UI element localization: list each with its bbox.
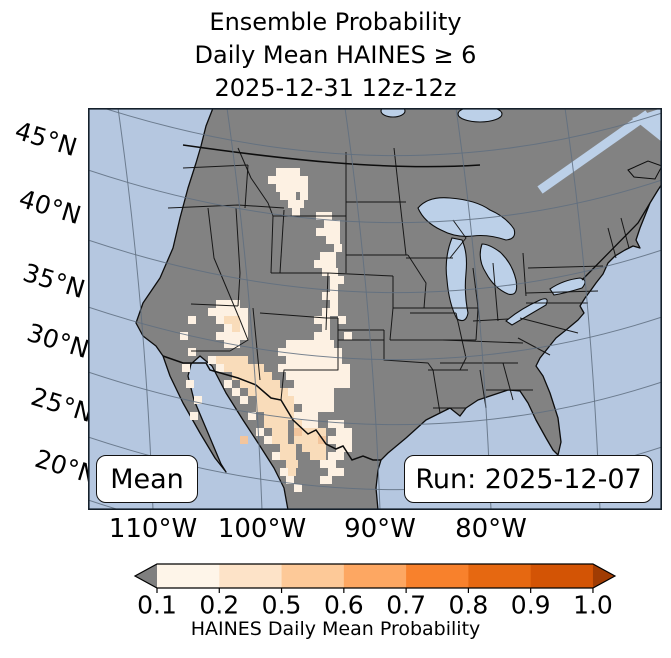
canadian-lake2-icon [380, 108, 406, 118]
lake-michigan-icon [445, 237, 469, 322]
mean-annotation-box: Mean [96, 455, 198, 503]
lake-erie-icon [505, 298, 548, 326]
colorbar-tick-0.6: 0.6 [323, 590, 364, 620]
us-probability-map [88, 108, 662, 510]
lat-tick-45°N: 45°N [11, 115, 81, 163]
lat-tick-40°N: 40°N [15, 183, 85, 231]
st-lawrence-region [537, 108, 662, 194]
colorbar [133, 563, 617, 593]
lon-tick-80°W: 80°W [455, 514, 527, 544]
colorbar-tick-0.2: 0.2 [199, 590, 240, 620]
lon-tick-110°W: 110°W [108, 514, 198, 544]
canada-border-east [581, 202, 651, 281]
lat-tick-35°N: 35°N [19, 257, 89, 305]
canada-border [182, 144, 481, 168]
colorbar-tick-0.7: 0.7 [386, 590, 426, 620]
probability-cells [180, 168, 352, 492]
chart-title-line2: Daily Mean HAINES ≥ 6 [194, 41, 477, 69]
lake-huron-icon [479, 243, 518, 295]
canadian-lake-icon [457, 108, 503, 123]
lat-tick-25°N: 25°N [27, 381, 97, 429]
lat-tick-30°N: 30°N [23, 317, 93, 365]
lake-superior-icon [417, 197, 516, 241]
great-lakes [380, 108, 586, 326]
colorbar-tick-0.8: 0.8 [448, 590, 489, 620]
lon-tick-100°W: 100°W [217, 514, 307, 544]
lon-tick-90°W: 90°W [344, 514, 416, 544]
colorbar-tick-0.9: 0.9 [510, 590, 551, 620]
colorbar-tick-0.5: 0.5 [261, 590, 302, 620]
mexico-border [162, 355, 381, 461]
colorbar-tick-1.0: 1.0 [573, 590, 613, 620]
gulf-st-lawrence-icon [632, 108, 662, 142]
colorbar-axis-label: HAINES Daily Mean Probability [190, 618, 481, 640]
run-date-annotation-box: Run: 2025-12-07 [404, 455, 653, 503]
chart-title-line1: Ensemble Probability [209, 8, 462, 36]
map-frame [88, 108, 662, 510]
colorbar-tick-0.1: 0.1 [137, 590, 177, 620]
nova-scotia-icon [627, 160, 662, 180]
chart-title-line3: 2025-12-31 12z-12z [214, 74, 457, 102]
st-lawrence-river-icon [537, 110, 651, 194]
state-borders [167, 147, 630, 414]
mean-label: Mean [110, 463, 184, 495]
run-date-label: Run: 2025-12-07 [415, 463, 642, 495]
